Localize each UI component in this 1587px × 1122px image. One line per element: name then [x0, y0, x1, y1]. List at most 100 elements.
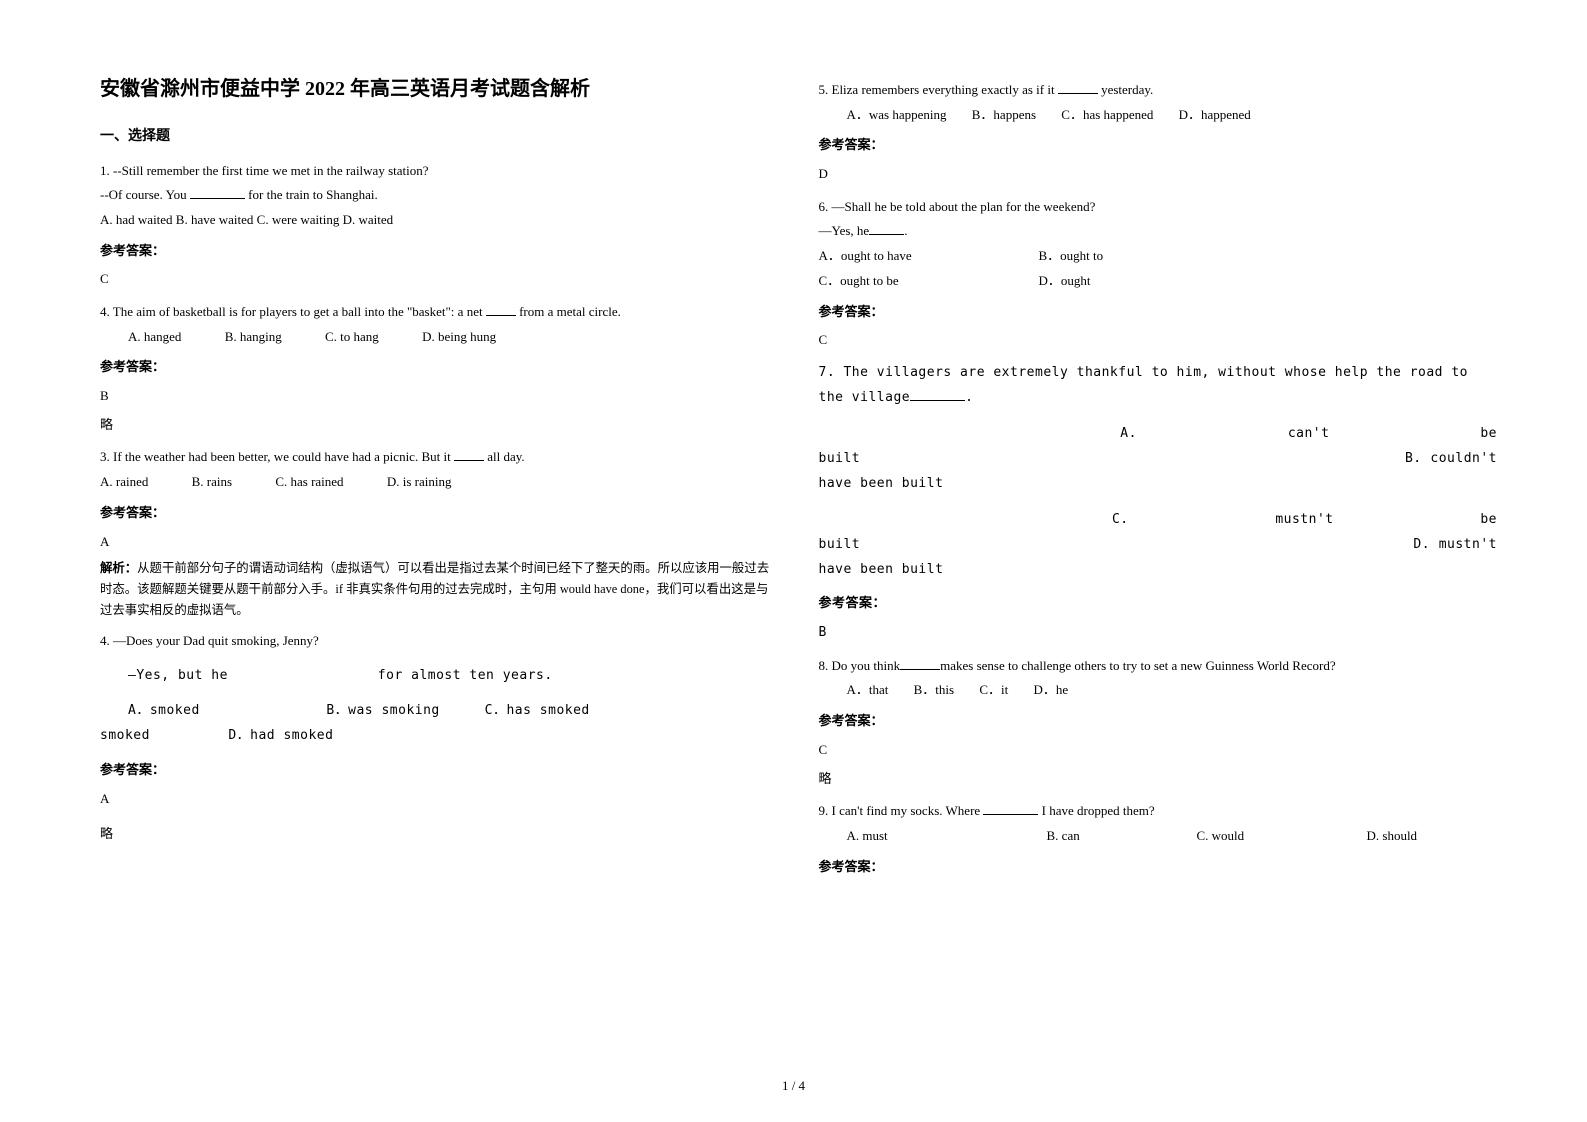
q7-row-ab: A. can't be built B. couldn't have been … [819, 422, 1498, 496]
left-column: 安徽省滁州市便益中学 2022 年高三英语月考试题含解析 一、选择题 1. --… [100, 70, 779, 1092]
q4-options-row1: A．smoked B．was smoking C．has smoked [100, 699, 779, 724]
q4-opt-a: A．smoked [128, 699, 318, 724]
q6-opt-b: B．ought to [1039, 244, 1104, 269]
q2-opt-b: B. hanging [225, 325, 282, 350]
q5-opt-a: A．was happening [847, 103, 947, 128]
answer-label: 参考答案： [819, 592, 1498, 617]
q4-opt-c: C．has smoked [485, 703, 590, 718]
answer-label: 参考答案： [819, 133, 1498, 158]
q6-options-row2: C．ought to be D．ought [819, 269, 1498, 294]
page-number: 1 / 4 [0, 1078, 1587, 1094]
q9-opt-d: D. should [1367, 824, 1418, 849]
q8-omit: 略 [819, 767, 1498, 792]
q8-opt-a: A．that [847, 678, 889, 703]
q8-stem-pre: 8. Do you think [819, 658, 901, 673]
q6-line2-post: . [904, 223, 907, 238]
q3-options: A. rained B. rains C. has rained D. is r… [100, 470, 779, 495]
q9-stem-pre: 9. I can't find my socks. Where [819, 803, 984, 818]
q3-stem-post: all day. [484, 449, 525, 464]
q6-opt-d: D．ought [1039, 269, 1091, 294]
q4-options-row2: smoked D．had smoked [100, 724, 779, 749]
q9-opt-a: A. must [847, 824, 1047, 849]
q8-answer: C [819, 738, 1498, 763]
q2-options: A. hanged B. hanging C. to hang D. being… [100, 325, 779, 350]
blank [454, 450, 484, 462]
q5-answer: D [819, 162, 1498, 187]
question-2: 4. The aim of basketball is for players … [100, 300, 779, 437]
q1-answer: C [100, 267, 779, 292]
q4-opt-d: D．had smoked [228, 728, 333, 743]
q5-options: A．was happening B．happens C．has happened… [819, 103, 1498, 128]
answer-label: 参考答案： [100, 239, 779, 264]
q6-opt-c: C．ought to be [819, 269, 1039, 294]
q8-opt-c: C．it [979, 678, 1008, 703]
q5-stem: 5. Eliza remembers everything exactly as… [819, 78, 1498, 103]
q1-line2: --Of course. You for the train to Shangh… [100, 183, 779, 208]
answer-label: 参考答案： [100, 501, 779, 526]
blank [486, 304, 516, 316]
q5-opt-d: D．happened [1179, 103, 1251, 128]
q2-stem-post: from a metal circle. [516, 304, 621, 319]
answer-label: 参考答案： [100, 355, 779, 380]
q6-line1: 6. —Shall he be told about the plan for … [819, 195, 1498, 220]
q1-line1: 1. --Still remember the first time we me… [100, 159, 779, 184]
q6-opt-a: A．ought to have [819, 244, 1039, 269]
q5-stem-pre: 5. Eliza remembers everything exactly as… [819, 82, 1058, 97]
q3-opt-c: C. has rained [275, 470, 343, 495]
q4-line2: —Yes, but he for almost ten years. [100, 664, 779, 689]
q7-answer: B [819, 621, 1498, 646]
blank [190, 188, 245, 200]
q7-stem: 7. The villagers are extremely thankful … [819, 361, 1498, 410]
right-column: 5. Eliza remembers everything exactly as… [819, 70, 1498, 1092]
q1-options: A. had waited B. have waited C. were wai… [100, 208, 779, 233]
q3-explain: 解析：从题干前部分句子的谓语动词结构（虚拟语气）可以看出是指过去某个时间已经下了… [100, 558, 779, 621]
q3-stem-pre: 3. If the weather had been better, we co… [100, 449, 454, 464]
blank [910, 389, 965, 401]
q3-opt-a: A. rained [100, 470, 148, 495]
section-heading: 一、选择题 [100, 124, 779, 151]
q8-options: A．that B．this C．it D．he [819, 678, 1498, 703]
q7-row-cd: C. mustn't be built D. mustn't have been… [819, 508, 1498, 582]
q7-stem-post: . [965, 390, 973, 405]
blank [983, 804, 1038, 816]
q3-explain-text: 从题干前部分句子的谓语动词结构（虚拟语气）可以看出是指过去某个时间已经下了整天的… [100, 561, 769, 617]
blank [1058, 82, 1098, 94]
blank [900, 658, 940, 670]
q4-line2-pre: —Yes, but he [128, 668, 236, 683]
question-8: 8. Do you think makes sense to challenge … [819, 654, 1498, 791]
q8-stem: 8. Do you think makes sense to challenge … [819, 654, 1498, 679]
question-9: 9. I can't find my socks. Where I have d… [819, 799, 1498, 879]
question-6: 6. —Shall he be told about the plan for … [819, 195, 1498, 353]
answer-label: 参考答案： [819, 709, 1498, 734]
q2-answer: B [100, 384, 779, 409]
q3-opt-d: D. is raining [387, 470, 452, 495]
question-3: 3. If the weather had been better, we co… [100, 445, 779, 621]
q9-opt-b: B. can [1047, 824, 1197, 849]
q9-stem-post: I have dropped them? [1038, 803, 1154, 818]
q9-opt-c: C. would [1197, 824, 1367, 849]
q4-line1: 4. —Does your Dad quit smoking, Jenny? [100, 629, 779, 654]
q8-opt-d: D．he [1034, 678, 1069, 703]
q1-line2-pre: --Of course. You [100, 187, 190, 202]
q5-stem-post: yesterday. [1098, 82, 1153, 97]
q2-opt-d: D. being hung [422, 325, 496, 350]
question-4: 4. —Does your Dad quit smoking, Jenny? —… [100, 629, 779, 846]
q8-opt-b: B．this [914, 678, 954, 703]
q4-line2-post: for almost ten years. [369, 668, 552, 683]
q6-line2: —Yes, he. [819, 219, 1498, 244]
q1-line2-post: for the train to Shanghai. [245, 187, 378, 202]
answer-label: 参考答案： [819, 855, 1498, 880]
q4-omit: 略 [100, 822, 779, 847]
q9-stem: 9. I can't find my socks. Where I have d… [819, 799, 1498, 824]
q2-opt-a: A. hanged [128, 325, 181, 350]
q2-stem: 4. The aim of basketball is for players … [100, 300, 779, 325]
q2-omit: 略 [100, 413, 779, 438]
q8-stem-post: makes sense to challenge others to try t… [940, 658, 1335, 673]
q6-options-row1: A．ought to have B．ought to [819, 244, 1498, 269]
explain-label: 解析： [100, 561, 137, 575]
doc-title: 安徽省滁州市便益中学 2022 年高三英语月考试题含解析 [100, 70, 779, 108]
page: 安徽省滁州市便益中学 2022 年高三英语月考试题含解析 一、选择题 1. --… [0, 0, 1587, 1122]
question-7: 7. The villagers are extremely thankful … [819, 361, 1498, 646]
q5-opt-b: B．happens [972, 103, 1036, 128]
answer-label: 参考答案： [100, 758, 779, 783]
